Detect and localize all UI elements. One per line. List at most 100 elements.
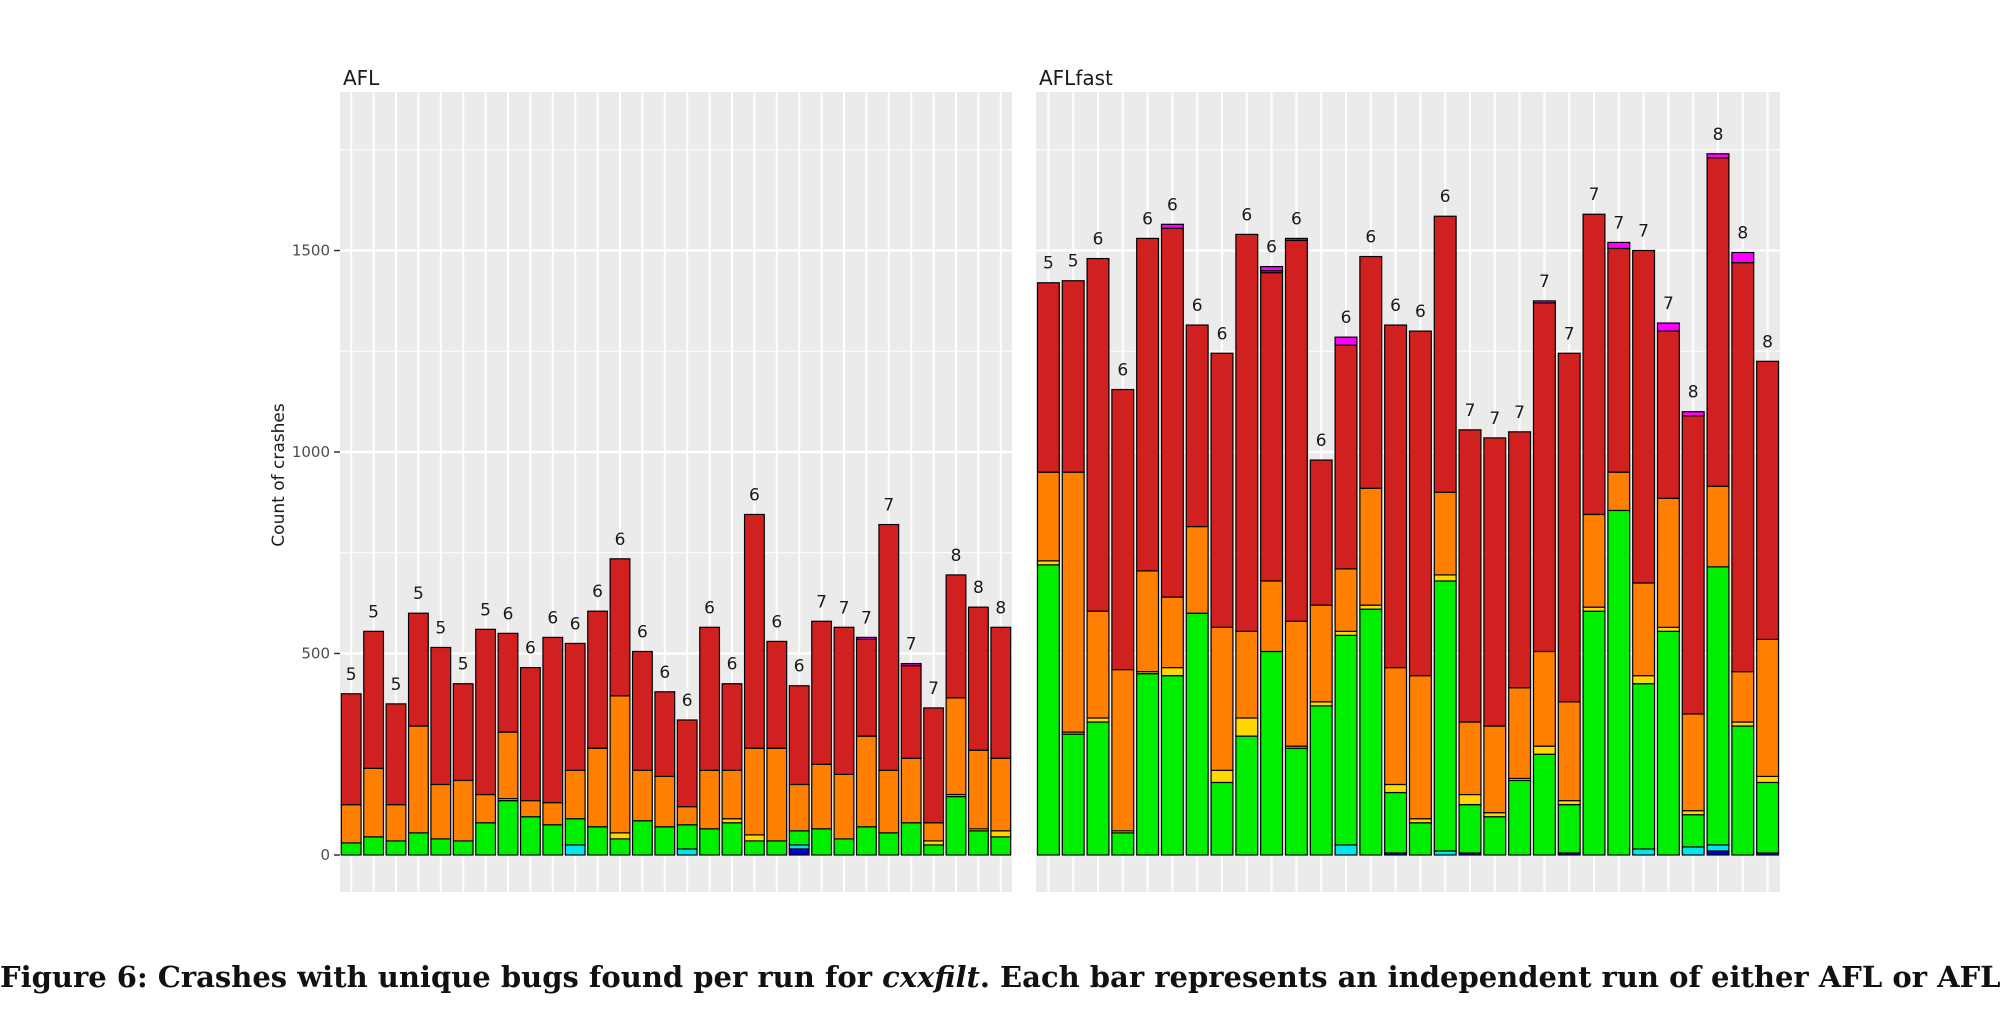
- bar-segment: [945, 795, 967, 856]
- bar-segment: [385, 804, 407, 842]
- bar-segment: [721, 769, 743, 820]
- bar-segment: [1334, 336, 1358, 346]
- bar-segment: [1483, 437, 1507, 727]
- bar-unique-bug-label: 6: [1316, 431, 1327, 451]
- bar-unique-bug-label: 6: [1192, 296, 1203, 316]
- bar-segment: [609, 838, 631, 856]
- bar-segment: [1086, 717, 1110, 723]
- bar-segment: [1334, 844, 1358, 856]
- bar-segment: [878, 769, 900, 834]
- y-tick-label: 0: [320, 846, 330, 864]
- bar-segment: [1731, 261, 1755, 673]
- bar-segment: [721, 822, 743, 856]
- bar-segment: [855, 826, 877, 856]
- bar-unique-bug-label: 5: [1043, 254, 1054, 274]
- bar-unique-bug-label: 6: [727, 655, 738, 675]
- bar-segment: [542, 636, 564, 804]
- bar-segment: [1408, 330, 1432, 677]
- bar-segment: [609, 695, 631, 834]
- bar-segment: [1632, 582, 1656, 677]
- bar-segment: [766, 747, 788, 842]
- bar-segment: [1557, 804, 1581, 854]
- bar-segment: [1433, 491, 1457, 576]
- bar-segment: [497, 731, 519, 800]
- bar-segment: [654, 691, 676, 778]
- bar-unique-bug-label: 6: [637, 622, 648, 642]
- bar-segment: [564, 818, 586, 846]
- bar-segment: [1557, 352, 1581, 703]
- bar-segment: [1036, 471, 1060, 562]
- figure-caption: Figure 6: Crashes with unique bugs found…: [0, 960, 2000, 994]
- bar-segment: [1582, 513, 1606, 608]
- bar-segment: [811, 763, 833, 830]
- bar-segment: [1136, 570, 1160, 673]
- bar-segment: [1582, 610, 1606, 856]
- bar-segment: [1731, 671, 1755, 723]
- bar-segment: [1136, 237, 1160, 572]
- bar-segment: [1408, 818, 1432, 824]
- bar-segment: [631, 820, 653, 856]
- bar-segment: [743, 834, 765, 842]
- bar-segment: [1210, 781, 1234, 856]
- bar-segment: [1284, 237, 1308, 242]
- caption-program: cxxfilt: [882, 960, 980, 994]
- bar-segment: [900, 757, 922, 824]
- bar-unique-bug-label: 5: [1068, 252, 1079, 272]
- bar-segment: [900, 822, 922, 856]
- bar-segment: [1185, 612, 1209, 856]
- bar-segment: [1731, 725, 1755, 856]
- bar-segment: [945, 697, 967, 796]
- bar-segment: [1731, 721, 1755, 727]
- bar-segment: [1532, 302, 1556, 653]
- bar-segment: [564, 642, 586, 771]
- bar-segment: [1384, 791, 1408, 854]
- bar-segment: [407, 832, 429, 856]
- bar-segment: [1260, 272, 1284, 582]
- bar-segment: [923, 840, 945, 846]
- bar-segment: [564, 844, 586, 856]
- bar-segment: [1111, 669, 1135, 832]
- bar-unique-bug-label: 5: [413, 584, 424, 604]
- bar-segment: [1557, 799, 1581, 806]
- bar-segment: [1483, 812, 1507, 818]
- bar-segment: [542, 802, 564, 826]
- bar-segment: [519, 816, 541, 856]
- bar-segment: [1384, 783, 1408, 794]
- bar-segment: [1756, 775, 1780, 784]
- bar-segment: [990, 836, 1012, 856]
- bar-segment: [587, 610, 609, 749]
- bar-segment: [766, 840, 788, 856]
- bar-segment: [587, 826, 609, 856]
- bar-segment: [475, 793, 497, 824]
- bar-segment: [1656, 330, 1680, 499]
- bar-unique-bug-label: 7: [1539, 272, 1550, 292]
- bar-segment: [1036, 282, 1060, 473]
- bar-segment: [452, 840, 474, 856]
- bar-segment: [1706, 850, 1730, 856]
- bar-segment: [609, 832, 631, 840]
- bar-segment: [788, 848, 810, 856]
- bar-unique-bug-label: 6: [749, 485, 760, 505]
- bar-unique-bug-label: 6: [1390, 296, 1401, 316]
- bar-segment: [1557, 701, 1581, 802]
- bar-segment: [1458, 793, 1482, 806]
- bar-segment: [1235, 233, 1259, 632]
- bar-segment: [1508, 779, 1532, 856]
- bar-unique-bug-label: 6: [503, 604, 514, 624]
- bar-segment: [1334, 634, 1358, 846]
- bar-segment: [1160, 596, 1184, 669]
- bar-segment: [1061, 280, 1085, 473]
- bar-segment: [1458, 804, 1482, 854]
- bar-unique-bug-label: 8: [1762, 332, 1773, 352]
- bar-unique-bug-label: 7: [1663, 294, 1674, 314]
- bar-segment: [788, 783, 810, 832]
- bar-segment: [1086, 610, 1110, 719]
- y-tick-label: 500: [301, 645, 330, 663]
- afl-panel-background: [340, 92, 1012, 892]
- bar-segment: [1508, 431, 1532, 689]
- bar-segment: [833, 626, 855, 775]
- bar-segment: [1731, 251, 1755, 264]
- bar-segment: [1607, 241, 1631, 250]
